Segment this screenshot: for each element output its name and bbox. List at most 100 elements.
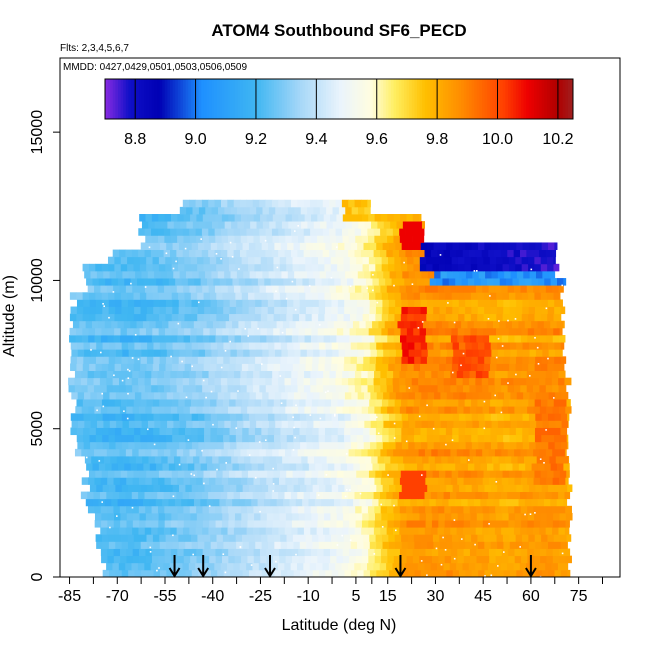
heatmap-cell — [297, 562, 304, 571]
heatmap-cell — [450, 527, 458, 535]
heatmap-cell — [475, 377, 483, 386]
heatmap-cell — [554, 342, 562, 350]
heatmap-cell — [381, 313, 389, 322]
heatmap-cell — [335, 249, 343, 258]
heatmap-cell — [82, 399, 90, 407]
heatmap-cell — [122, 420, 130, 428]
heatmap-cell — [178, 413, 186, 421]
heatmap-cell — [508, 263, 516, 272]
heatmap-cell — [209, 292, 217, 300]
heatmap-cell — [501, 384, 508, 393]
heatmap-cell — [311, 263, 319, 272]
heatmap-cell — [366, 463, 373, 471]
heatmap-cell — [305, 327, 312, 336]
heatmap-cell — [469, 406, 477, 414]
heatmap-cell — [217, 349, 225, 357]
heatmap-cell — [109, 484, 116, 492]
heatmap-cell — [94, 285, 101, 293]
heatmap-cell — [304, 548, 312, 557]
heatmap-cell — [338, 391, 346, 400]
heatmap-cell — [133, 327, 140, 336]
heatmap-cell — [368, 555, 376, 564]
colorbar-segment — [136, 79, 140, 119]
heatmap-cell — [503, 356, 511, 364]
heatmap-cell — [201, 562, 209, 571]
heatmap-cell — [236, 349, 244, 357]
heatmap-cell — [342, 285, 349, 293]
heatmap-cell — [165, 313, 173, 322]
heatmap-cell — [509, 413, 517, 421]
data-gap — [294, 230, 296, 232]
heatmap-cell — [452, 299, 460, 307]
heatmap-cell — [483, 327, 490, 336]
heatmap-cell — [406, 555, 414, 564]
heatmap-cell — [465, 342, 473, 350]
colorbar-segment — [388, 79, 392, 119]
heatmap-cell — [139, 477, 146, 485]
heatmap-cell — [378, 463, 386, 471]
heatmap-cell — [549, 456, 557, 464]
heatmap-cell — [470, 292, 478, 300]
heatmap-cell — [527, 406, 534, 414]
heatmap-cell — [114, 470, 122, 478]
colorbar-segment — [458, 79, 462, 119]
colorbar-segment — [362, 79, 366, 119]
heatmap-cell — [234, 335, 242, 343]
heatmap-cell — [240, 285, 248, 293]
heatmap-cell — [310, 448, 318, 457]
heatmap-cell — [153, 569, 161, 578]
heatmap-cell — [478, 420, 486, 428]
heatmap-cell — [159, 306, 167, 315]
heatmap-cell — [469, 527, 477, 535]
heatmap-cell — [563, 278, 567, 286]
heatmap-cell — [260, 363, 268, 371]
heatmap-cell — [230, 270, 238, 279]
heatmap-cell — [452, 342, 460, 350]
heatmap-cell — [501, 505, 509, 514]
heatmap-cell — [445, 327, 452, 336]
heatmap-cell — [251, 278, 259, 286]
heatmap-cell — [510, 349, 518, 357]
data-gap — [130, 282, 132, 285]
colorbar-segment — [554, 79, 558, 119]
heatmap-cell — [342, 448, 349, 457]
heatmap-cell — [254, 427, 262, 436]
heatmap-cell — [357, 206, 365, 215]
heatmap-cell — [253, 335, 261, 343]
heatmap-cell — [342, 406, 350, 414]
heatmap-cell — [431, 527, 438, 535]
heatmap-cell — [227, 370, 235, 379]
heatmap-cell — [341, 249, 349, 258]
heatmap-cell — [228, 292, 236, 300]
heatmap-cell — [271, 228, 279, 236]
heatmap-cell — [477, 299, 485, 307]
heatmap-cell — [229, 413, 237, 421]
heatmap-cell — [395, 484, 403, 492]
data-gap — [494, 394, 496, 397]
heatmap-cell — [88, 327, 96, 336]
heatmap-cell — [437, 448, 445, 457]
heatmap-cell — [95, 327, 102, 336]
heatmap-cell — [173, 420, 181, 428]
heatmap-cell — [122, 270, 130, 279]
heatmap-cell — [394, 434, 402, 443]
heatmap-cell — [287, 391, 295, 400]
heatmap-cell — [239, 249, 247, 258]
heatmap-cell — [178, 434, 186, 443]
heatmap-cell — [510, 441, 517, 450]
heatmap-cell — [352, 320, 360, 329]
heatmap-cell — [269, 456, 277, 464]
heatmap-cell — [406, 335, 414, 343]
data-gap — [497, 337, 500, 340]
heatmap-cell — [374, 505, 382, 514]
heatmap-cell — [456, 448, 464, 457]
heatmap-cell — [306, 413, 313, 421]
heatmap-cell — [482, 384, 489, 393]
heatmap-cell — [262, 391, 269, 400]
heatmap-cell — [471, 427, 479, 436]
heatmap-cell — [311, 313, 319, 322]
heatmap-cell — [146, 256, 153, 265]
heatmap-cell — [259, 527, 267, 535]
heatmap-cell — [372, 278, 380, 286]
heatmap-cell — [464, 399, 472, 407]
